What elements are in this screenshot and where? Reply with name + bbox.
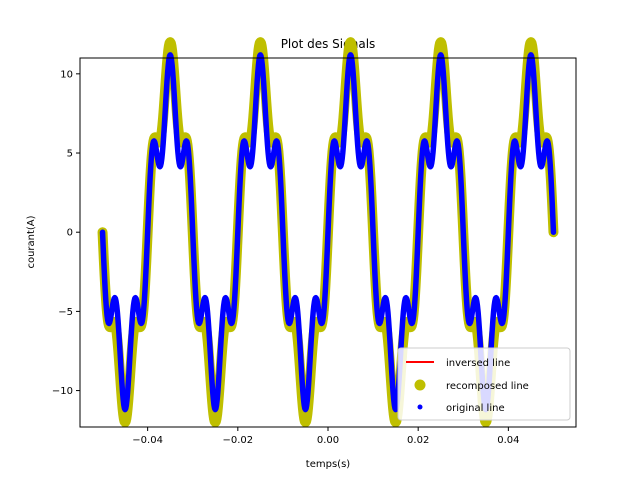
y-axis-label: courant(A): [26, 215, 37, 268]
y-axis: −10 −5 0 5 10: [52, 69, 80, 397]
series-original-line: [99, 52, 557, 413]
y-tick-label: −5: [58, 307, 73, 318]
legend-box: [397, 347, 571, 421]
y-tick-label: −10: [52, 386, 73, 397]
x-tick-label: 0.04: [497, 435, 519, 446]
legend-label-recomposed: recomposed line: [446, 381, 529, 392]
legend-label-inversed: inversed line: [446, 358, 510, 369]
x-axis-label: temps(s): [306, 459, 350, 470]
legend: inversed line recomposed line original l…: [397, 347, 571, 421]
legend-label-original: original line: [446, 403, 505, 414]
chart-title: Plot des Signals: [281, 37, 376, 51]
x-axis: −0.04 −0.02 0.00 0.02 0.04: [132, 427, 519, 446]
legend-swatch-original: [417, 404, 423, 410]
y-tick-label: 5: [67, 149, 73, 160]
plot-area: [97, 37, 559, 428]
x-tick-label: 0.02: [407, 435, 429, 446]
y-tick-label: 0: [67, 228, 73, 239]
y-tick-label: 10: [60, 69, 73, 80]
x-tick-label: −0.04: [132, 435, 163, 446]
x-tick-label: 0.00: [317, 435, 339, 446]
legend-swatch-recomposed: [414, 379, 426, 391]
x-tick-label: −0.02: [222, 435, 253, 446]
